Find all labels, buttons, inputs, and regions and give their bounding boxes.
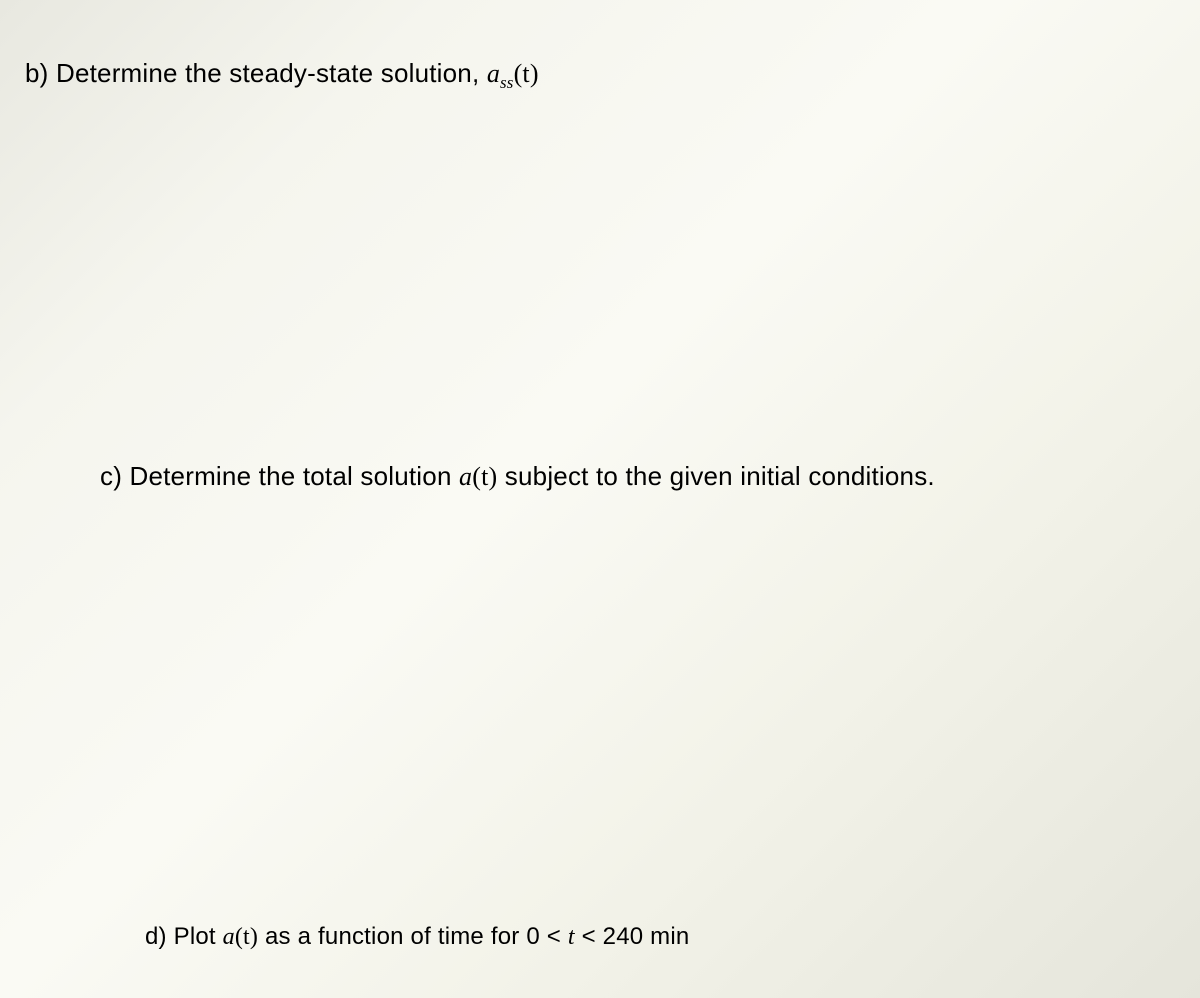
question-d-var: a xyxy=(223,924,235,950)
question-d-tvar: t xyxy=(568,924,575,950)
question-d-suffix: < 240 min xyxy=(575,923,690,950)
question-d-label: d) xyxy=(145,923,167,950)
question-c: c) Determine the total solution a(t) sub… xyxy=(100,458,935,495)
question-b-label: b) xyxy=(25,58,49,88)
question-b-arg: (t) xyxy=(514,59,539,88)
question-d-arg: (t) xyxy=(235,924,258,950)
question-c-suffix: subject to the given initial conditions. xyxy=(497,461,934,491)
question-d-prefix: Plot xyxy=(174,923,223,950)
question-b: b) Determine the steady-state solution, … xyxy=(25,55,539,95)
question-c-label: c) xyxy=(100,461,122,491)
question-d: d) Plot a(t) as a function of time for 0… xyxy=(145,920,689,955)
question-c-prefix: Determine the total solution xyxy=(130,461,460,491)
question-b-sub: ss xyxy=(500,73,514,92)
question-b-var: a xyxy=(487,59,500,88)
question-c-arg: (t) xyxy=(472,462,497,491)
document-page: b) Determine the steady-state solution, … xyxy=(0,0,1200,998)
question-b-prefix: Determine the steady-state solution, xyxy=(56,58,487,88)
question-c-var: a xyxy=(459,462,472,491)
question-d-mid: as a function of time for 0 < xyxy=(258,923,568,950)
